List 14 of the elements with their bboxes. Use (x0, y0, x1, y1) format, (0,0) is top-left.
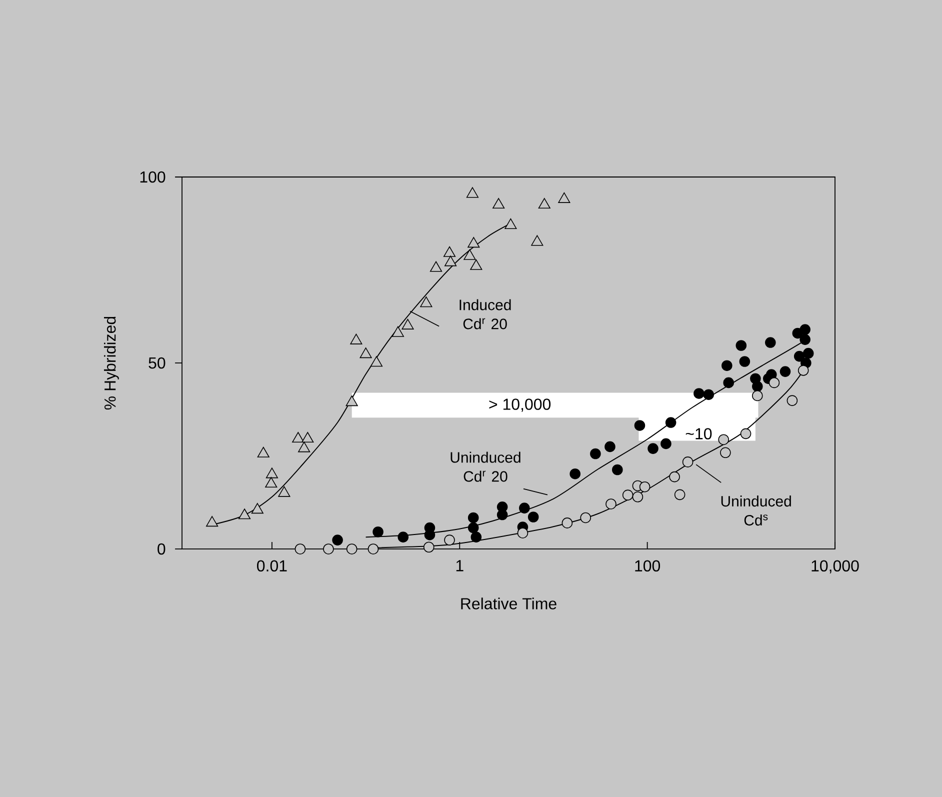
y-tick-label: 50 (148, 357, 166, 369)
x-tick-label: 10,000 (812, 560, 859, 574)
x-tick-label: 0.01 (257, 560, 287, 572)
x-tick-label: 1 (456, 560, 464, 572)
series-label: Uninduced Cd$^{r}$ 20 (450, 452, 520, 482)
y-tick-label: 100 (140, 171, 166, 183)
annotation: > 10,000 (489, 398, 551, 412)
text: Uninduced Cd$^{s}$ (721, 496, 791, 526)
y-tick-label: 0 (158, 543, 166, 555)
legend-label: Induced Cd$^{r}$ 20 (460, 299, 511, 330)
x-axis-title: Relative Time (461, 598, 556, 610)
y-axis-title: % Hybridized (104, 316, 119, 410)
annotation: ~10 (686, 428, 712, 440)
x-tick-label: 100 (635, 560, 660, 572)
